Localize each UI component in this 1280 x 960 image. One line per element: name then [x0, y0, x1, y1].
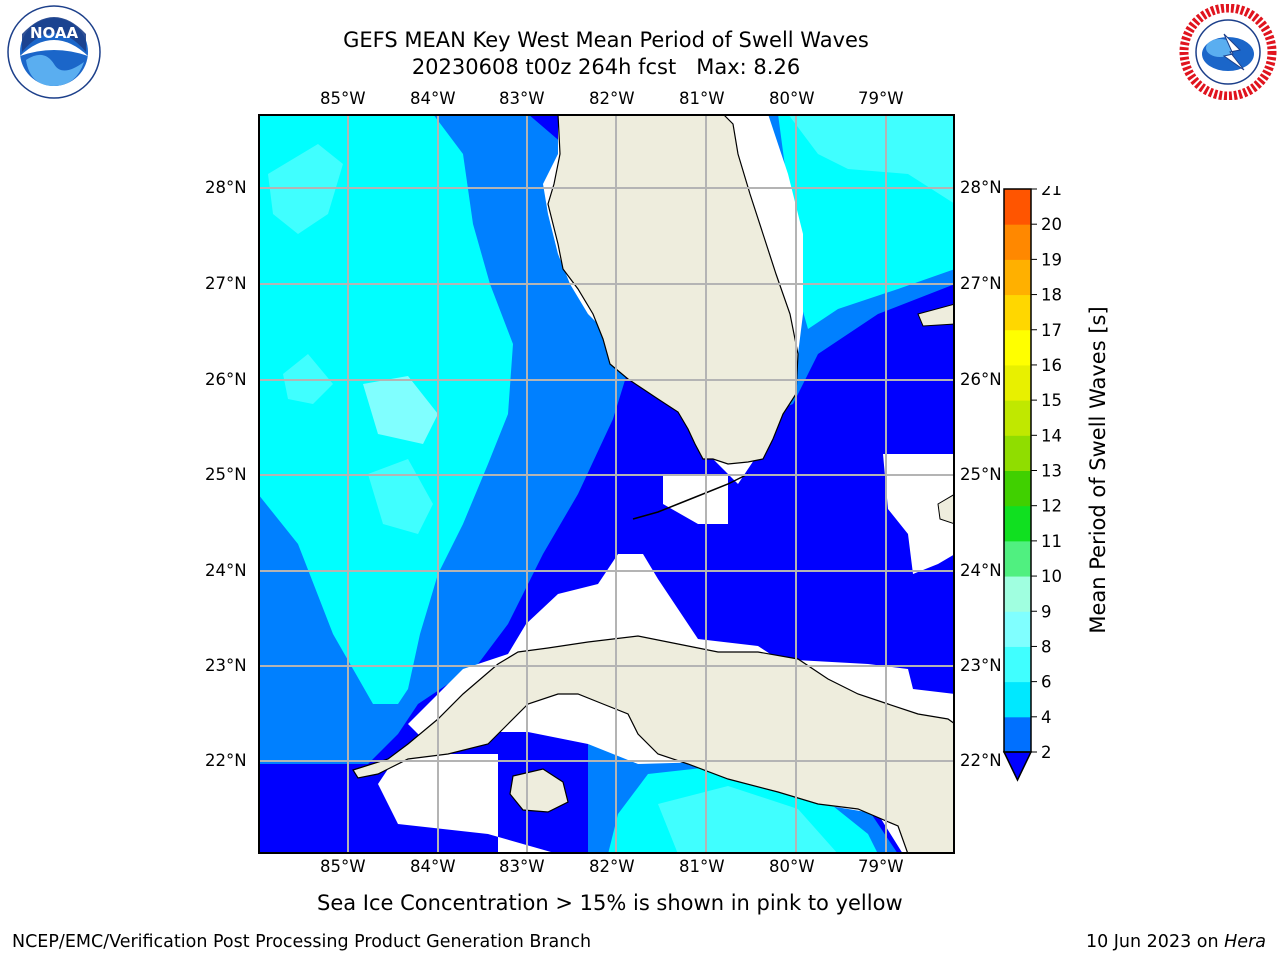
- lon-top-84w: 84°W: [410, 89, 456, 108]
- nodata-keys: [663, 476, 728, 524]
- lon-top-81w: 81°W: [679, 89, 725, 108]
- colorbar-label: Mean Period of Swell Waves [s]: [1086, 306, 1110, 634]
- title-line-1: GEFS MEAN Key West Mean Period of Swell …: [343, 28, 869, 52]
- lat-right-28n: 28°N: [960, 178, 1002, 197]
- colorbar-tick-label: 20: [1041, 215, 1062, 234]
- colorbar-tick-label: 2: [1041, 743, 1052, 762]
- colorbar-tick-label: 9: [1041, 602, 1052, 621]
- colorbar-segment: [1004, 189, 1031, 225]
- colorbar-segment: [1004, 540, 1031, 577]
- colorbar-tick-label: 8: [1041, 637, 1052, 656]
- lon-bottom-79w: 79°W: [858, 857, 904, 876]
- lon-top-80w: 80°W: [769, 89, 815, 108]
- colorbar-tick-label: 11: [1041, 532, 1062, 551]
- lat-left-22n: 22°N: [205, 751, 247, 770]
- colorbar-segment: [1004, 646, 1031, 683]
- lat-right-22n: 22°N: [960, 751, 1002, 770]
- colorbar-under-triangle: [1002, 751, 1033, 782]
- colorbar-segment: [1004, 400, 1031, 436]
- colorbar: 2 4 6 8 9 10 11 12 13 14 15 16 17 18 19 20 21: [1002, 186, 1062, 782]
- colorbar-segment: [1004, 576, 1031, 612]
- colorbar-tick-label: 16: [1041, 356, 1062, 375]
- lat-right-24n: 24°N: [960, 561, 1002, 580]
- colorbar-tick-label: 4: [1041, 708, 1052, 727]
- land-isle-of-youth: [509, 768, 569, 813]
- noaa-logo-icon: NOAA: [7, 5, 101, 99]
- map-grid: [258, 114, 955, 854]
- lon-bottom-83w: 83°W: [499, 857, 545, 876]
- colorbar-segment: [1004, 224, 1031, 260]
- title-max: Max: 8.26: [696, 55, 801, 79]
- land-cuba: [352, 635, 955, 854]
- map-panel: [258, 114, 955, 854]
- nodata-bahamas: [883, 454, 955, 574]
- colorbar-tick-label: 6: [1041, 673, 1052, 692]
- lon-top-83w: 83°W: [499, 89, 545, 108]
- lon-bottom-80w: 80°W: [769, 857, 815, 876]
- colorbar-ticks: 2 4 6 8 9 10 11 12 13 14 15 16 17 18 19 20 21: [1031, 186, 1062, 762]
- colorbar-segment: [1004, 294, 1031, 331]
- colorbar-tick-label: 14: [1041, 426, 1062, 445]
- footer-date: 10 Jun 2023 on Hera: [1086, 932, 1266, 952]
- lat-left-28n: 28°N: [205, 178, 247, 197]
- lon-top-82w: 82°W: [589, 89, 635, 108]
- ocean-light-cyan-atlantic: [788, 114, 955, 204]
- lat-left-25n: 25°N: [205, 465, 247, 484]
- lat-right-27n: 27°N: [960, 274, 1002, 293]
- colorbar-segment: [1004, 470, 1031, 507]
- lat-left-27n: 27°N: [205, 274, 247, 293]
- lat-right-26n: 26°N: [960, 370, 1002, 389]
- lon-bottom-85w: 85°W: [320, 857, 366, 876]
- noaa-logo-text: NOAA: [30, 24, 79, 42]
- colorbar-segment: [1004, 505, 1031, 542]
- colorbar-segment: [1004, 364, 1031, 401]
- land-florida-keys: [632, 473, 749, 520]
- colorbar-tick-label: 18: [1041, 286, 1062, 305]
- ocean-light-cyan-south: [658, 786, 838, 854]
- title-run: 20230608 t00z 264h fcst: [411, 55, 677, 79]
- colorbar-segment: [1004, 611, 1031, 647]
- lat-right-23n: 23°N: [960, 656, 1002, 675]
- colorbar-segment: [1004, 435, 1031, 471]
- land-florida: [547, 114, 799, 465]
- colorbar-segment: [1004, 716, 1031, 753]
- colorbar-segment: [1004, 259, 1031, 296]
- sea-ice-caption: Sea Ice Concentration > 15% is shown in …: [317, 891, 903, 915]
- colorbar-tick-label: 12: [1041, 497, 1062, 516]
- colorbar-segment: [1004, 329, 1031, 366]
- title-line-2: 20230608 t00z 264h fcst Max: 8.26: [256, 54, 956, 80]
- colorbar-tick-label: 17: [1041, 321, 1062, 340]
- ocean-light-cyan-3: [368, 459, 433, 534]
- colorbar-tick-label: 21: [1041, 186, 1062, 199]
- colorbar-segment: [1004, 681, 1031, 718]
- lon-bottom-81w: 81°W: [679, 857, 725, 876]
- land-bahamas: [917, 303, 955, 327]
- land-andros: [937, 493, 955, 525]
- nws-logo-icon: [1179, 4, 1277, 100]
- lon-top-85w: 85°W: [320, 89, 366, 108]
- footer-host: Hera: [1224, 932, 1266, 952]
- lat-left-26n: 26°N: [205, 370, 247, 389]
- colorbar-tick-label: 15: [1041, 391, 1062, 410]
- ocean-pale-cyan-1: [363, 376, 438, 444]
- lat-left-23n: 23°N: [205, 656, 247, 675]
- colorbar-tick-label: 13: [1041, 462, 1062, 481]
- colorbar-tick-label: 19: [1041, 250, 1062, 269]
- lat-right-25n: 25°N: [960, 465, 1002, 484]
- map-frame: [258, 114, 955, 854]
- lat-left-24n: 24°N: [205, 561, 247, 580]
- lon-bottom-82w: 82°W: [589, 857, 635, 876]
- lon-bottom-84w: 84°W: [410, 857, 456, 876]
- footer-credit: NCEP/EMC/Verification Post Processing Pr…: [12, 932, 592, 952]
- colorbar-segments: [1004, 189, 1031, 753]
- lon-top-79w: 79°W: [858, 89, 904, 108]
- colorbar-tick-label: 10: [1041, 567, 1062, 586]
- footer-date-text: 10 Jun 2023 on: [1085, 932, 1225, 952]
